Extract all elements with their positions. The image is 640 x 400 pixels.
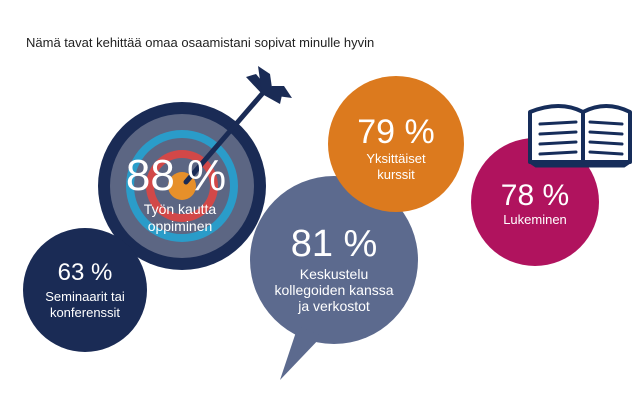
discussion-label-line-3: ja verkostot xyxy=(297,298,370,314)
work-label-line-1: Työn kautta xyxy=(144,201,217,217)
discussion-label-line-1: Keskustelu xyxy=(300,266,368,282)
discussion-value: 81 % xyxy=(291,223,378,265)
seminars-value: 63 % xyxy=(58,259,113,286)
reading-label: Lukeminen xyxy=(503,212,567,227)
chart-title: Nämä tavat kehittää omaa osaamistani sop… xyxy=(26,35,375,50)
discussion-speech-bubble xyxy=(250,176,418,380)
seminars-label-line-2: konferenssit xyxy=(50,305,120,320)
seminars-bubble xyxy=(23,228,147,352)
courses-bubble xyxy=(328,76,464,212)
arrow-icon xyxy=(183,66,292,185)
work-label-line-2: oppiminen xyxy=(148,218,213,234)
courses-label-line-2: kurssit xyxy=(377,167,415,182)
courses-value: 79 % xyxy=(357,113,435,151)
open-book-icon xyxy=(528,104,632,168)
reading-bubble xyxy=(471,138,599,266)
discussion-label-line-2: kollegoiden kanssa xyxy=(274,282,393,298)
work-value: 88 % xyxy=(126,151,226,200)
courses-label-line-1: Yksittäiset xyxy=(366,151,426,166)
seminars-label-line-1: Seminaarit tai xyxy=(45,289,125,304)
reading-value: 78 % xyxy=(501,179,569,212)
